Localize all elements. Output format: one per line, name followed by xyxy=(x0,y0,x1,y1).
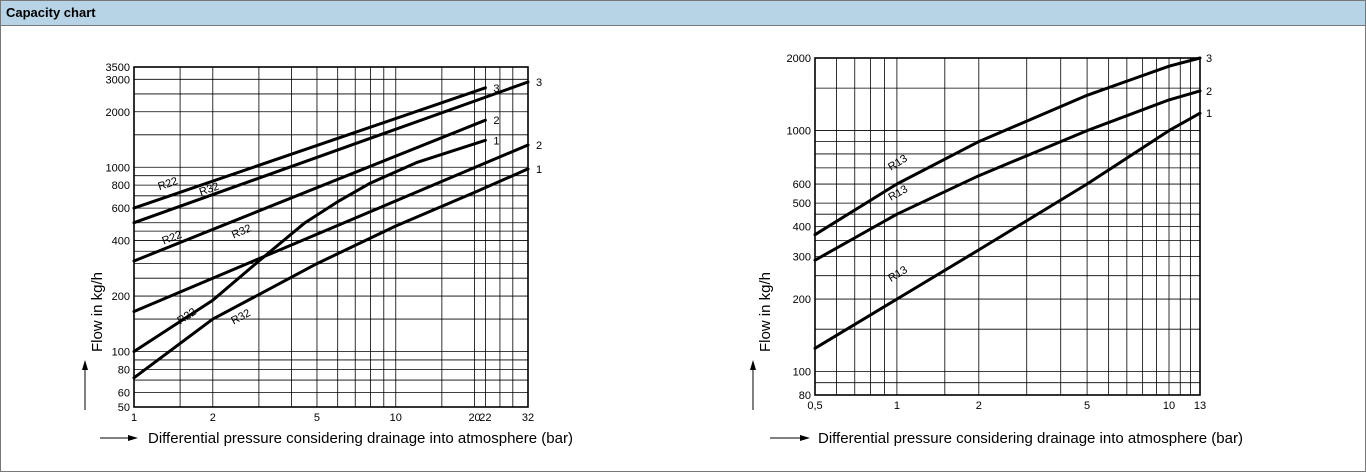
series-name-label: R22 xyxy=(175,306,198,327)
y-tick-label: 80 xyxy=(799,390,811,402)
y-tick-label: 600 xyxy=(112,203,130,215)
series-line xyxy=(132,118,487,263)
y-tick-label: 600 xyxy=(793,179,811,191)
y-tick-label: 50 xyxy=(118,402,130,414)
y-tick-label: 200 xyxy=(112,291,130,303)
series-end-label: 3 xyxy=(536,77,542,89)
series-end-label: 2 xyxy=(1206,86,1212,98)
series-end-label: 2 xyxy=(493,115,499,127)
x-tick-label: 32 xyxy=(522,412,534,424)
series-end-label: 3 xyxy=(1206,53,1212,65)
x-tick-label: 2 xyxy=(976,400,982,412)
x-tick-label: 5 xyxy=(314,412,320,424)
y-tick-label: 60 xyxy=(118,387,130,399)
x-tick-label: 5 xyxy=(1084,400,1090,412)
panel-header: Capacity chart xyxy=(1,1,1365,26)
grid xyxy=(814,57,1201,396)
y-tick-label: 1000 xyxy=(106,162,130,174)
x-tick-label: 1 xyxy=(131,412,137,424)
series-name-label: R32 xyxy=(230,222,253,241)
series-end-label: 3 xyxy=(493,83,499,95)
x-tick-label: 10 xyxy=(390,412,402,424)
series-line xyxy=(132,167,530,380)
panel-title: Capacity chart xyxy=(6,5,96,20)
chart-right: 80 100 200 300 400 500 600 1000 2000 0,5 1 2 5 10 13 3 R… xyxy=(750,53,1243,447)
series-line xyxy=(132,138,487,353)
series-line xyxy=(132,86,487,210)
x-tick-label: 2 xyxy=(210,412,216,424)
y-tick-label: 200 xyxy=(793,294,811,306)
y-axis-label: Flow in kg/h xyxy=(89,272,106,352)
series-line xyxy=(132,143,530,313)
x-tick-label: 13 xyxy=(1194,400,1206,412)
y-axis-label: Flow in kg/h xyxy=(757,272,774,352)
series-line xyxy=(813,56,1202,237)
x-tick-label: 10 xyxy=(1163,400,1175,412)
series-line xyxy=(132,80,530,225)
y-tick-label: 400 xyxy=(793,222,811,234)
y-tick-label: 100 xyxy=(793,367,811,379)
series-line xyxy=(813,111,1202,350)
series-end-label: 2 xyxy=(536,140,542,152)
x-tick-label: 1 xyxy=(894,400,900,412)
y-axis-arrowhead xyxy=(750,360,756,370)
x-axis-label: Differential pressure considering draina… xyxy=(148,430,573,447)
series-end-label: 1 xyxy=(493,135,499,147)
series-name-label: R13 xyxy=(886,183,909,203)
series-end-label: 1 xyxy=(536,164,542,176)
x-tick-label: 20 xyxy=(468,412,480,424)
y-tick-label: 3000 xyxy=(106,74,130,86)
series-name-label: R22 xyxy=(156,175,179,193)
series-name-label: R13 xyxy=(886,264,909,285)
y-tick-label: 300 xyxy=(793,252,811,264)
y-tick-label: 400 xyxy=(112,236,130,248)
y-tick-label: 2000 xyxy=(106,107,130,119)
grid xyxy=(133,66,529,408)
series-name-label: R32 xyxy=(229,307,252,327)
y-tick-label: 800 xyxy=(112,180,130,192)
x-axis-arrowhead xyxy=(128,435,138,441)
x-tick-label: 22 xyxy=(479,412,491,424)
x-axis-arrowhead xyxy=(800,435,810,441)
y-tick-label: 100 xyxy=(112,347,130,359)
y-tick-label: 3500 xyxy=(106,62,130,74)
plot-border xyxy=(133,66,529,408)
y-tick-label: 2000 xyxy=(787,53,811,65)
series-line xyxy=(813,89,1202,262)
y-tick-label: 1000 xyxy=(787,126,811,138)
y-axis-arrowhead xyxy=(82,360,88,370)
y-tick-label: 500 xyxy=(793,198,811,210)
series-end-label: 1 xyxy=(1206,108,1212,120)
x-axis-label: Differential pressure considering draina… xyxy=(818,430,1243,447)
plot-border xyxy=(814,57,1201,396)
y-tick-label: 80 xyxy=(118,364,130,376)
series-name-label: R13 xyxy=(886,153,909,174)
x-tick-label: 0,5 xyxy=(807,400,822,412)
